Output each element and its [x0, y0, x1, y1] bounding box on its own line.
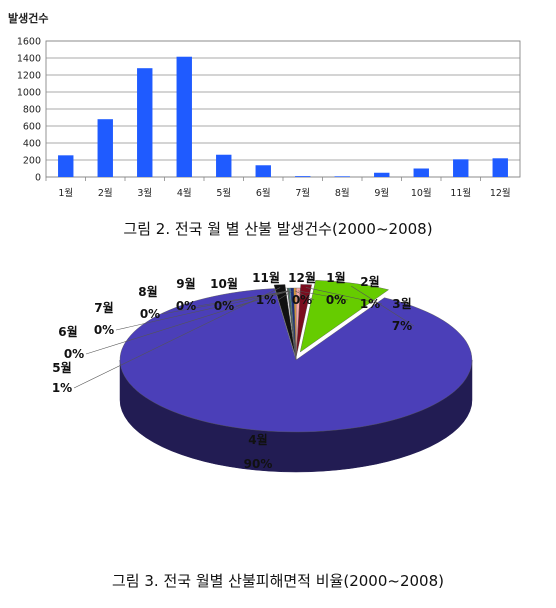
x-tick-label: 7월	[295, 187, 310, 199]
bar	[97, 119, 113, 177]
x-tick-label: 1월	[58, 187, 73, 199]
pie-label: 11월	[252, 270, 280, 285]
pie-chart-caption: 그림 3. 전국 월별 산불피해면적 비율(2000~2008)	[112, 572, 444, 590]
pie-slice	[273, 284, 296, 357]
bar-chart-caption: 그림 2. 전국 월 별 산불 발생건수(2000~2008)	[123, 220, 433, 238]
pie-value-label: 1%	[256, 293, 276, 307]
x-tick-label: 4월	[177, 187, 192, 199]
pie-value-label: 0%	[326, 293, 346, 307]
y-tick-label: 800	[23, 105, 41, 116]
bar	[255, 165, 271, 177]
pie-value-label: 1%	[360, 297, 380, 311]
leader-line	[298, 290, 349, 301]
x-tick-label: 12월	[490, 187, 511, 199]
y-tick-label: 1600	[17, 37, 41, 48]
y-tick-label: 600	[23, 122, 41, 133]
pie-label: 1월	[326, 270, 345, 285]
pie-slice	[296, 284, 312, 357]
bar	[492, 158, 508, 177]
y-tick-label: 1200	[17, 71, 41, 82]
pie-value-label: 0%	[214, 299, 234, 313]
pie-value-label: 90%	[244, 457, 273, 471]
bar-chart: 발생건수 0 200 400 600 800 1000 1200 1400 1600 1월 2월 3월 4…	[8, 11, 521, 199]
y-tick-label: 200	[23, 156, 41, 167]
leader-line	[294, 290, 315, 301]
pie-label: 2월	[360, 274, 379, 289]
x-tick-label: 11월	[450, 187, 471, 199]
x-tick-label: 9월	[374, 187, 389, 199]
leader-line	[305, 287, 383, 305]
bar	[413, 168, 429, 177]
pie-label: 7월	[94, 300, 113, 315]
pie-value-label: 0%	[64, 347, 84, 361]
y-tick-label: 400	[23, 139, 41, 150]
pie-label: 12월	[288, 270, 316, 285]
x-tick-label: 2월	[98, 187, 113, 199]
pie-label: 8월	[138, 284, 157, 299]
pie-label: 5월	[52, 360, 71, 375]
x-tick-label: 8월	[335, 187, 350, 199]
bar	[374, 172, 390, 177]
y-tick-label: 1000	[17, 88, 41, 99]
x-tick-label: 10월	[411, 187, 432, 199]
leader-line	[235, 290, 291, 307]
leader-line	[351, 285, 415, 327]
bar	[216, 154, 232, 177]
x-tick-label: 6월	[256, 187, 271, 199]
leader-line	[277, 290, 293, 301]
x-tick-label: 3월	[137, 187, 152, 199]
bar	[137, 68, 153, 177]
pie-value-label: 0%	[94, 323, 114, 337]
pie-value-label: 7%	[392, 319, 412, 333]
x-tick-label: 5월	[216, 187, 231, 199]
pie-value-label: 0%	[292, 293, 312, 307]
bar	[453, 159, 469, 177]
leader-line	[115, 290, 288, 331]
bar	[334, 176, 350, 177]
y-axis-label: 발생건수	[8, 11, 48, 25]
pie-label: 9월	[176, 276, 195, 291]
bar	[58, 155, 74, 177]
pie-label: 4월	[248, 432, 267, 447]
pie-slice	[293, 287, 297, 361]
pie-label: 6월	[58, 324, 77, 339]
leader-line	[197, 290, 290, 307]
bar	[295, 176, 311, 177]
y-tick-label: 0	[35, 173, 41, 184]
y-tick-label: 1400	[17, 54, 41, 65]
leader-line	[73, 287, 281, 389]
pie-slice	[119, 288, 473, 433]
pie-slice	[299, 280, 390, 353]
pie-value-label: 0%	[140, 307, 160, 321]
pie-label: 10월	[210, 276, 238, 291]
pie-label: 3월	[392, 296, 411, 311]
pie-value-label: 0%	[176, 299, 196, 313]
bar	[176, 56, 192, 177]
pie-value-label: 1%	[52, 381, 72, 395]
pie-chart: 1월 0% 2월 1% 3월 7% 4월 90% 5월 1% 6월 0% 7월 0% 8월 0% 9월 0% 10월…	[52, 270, 473, 473]
